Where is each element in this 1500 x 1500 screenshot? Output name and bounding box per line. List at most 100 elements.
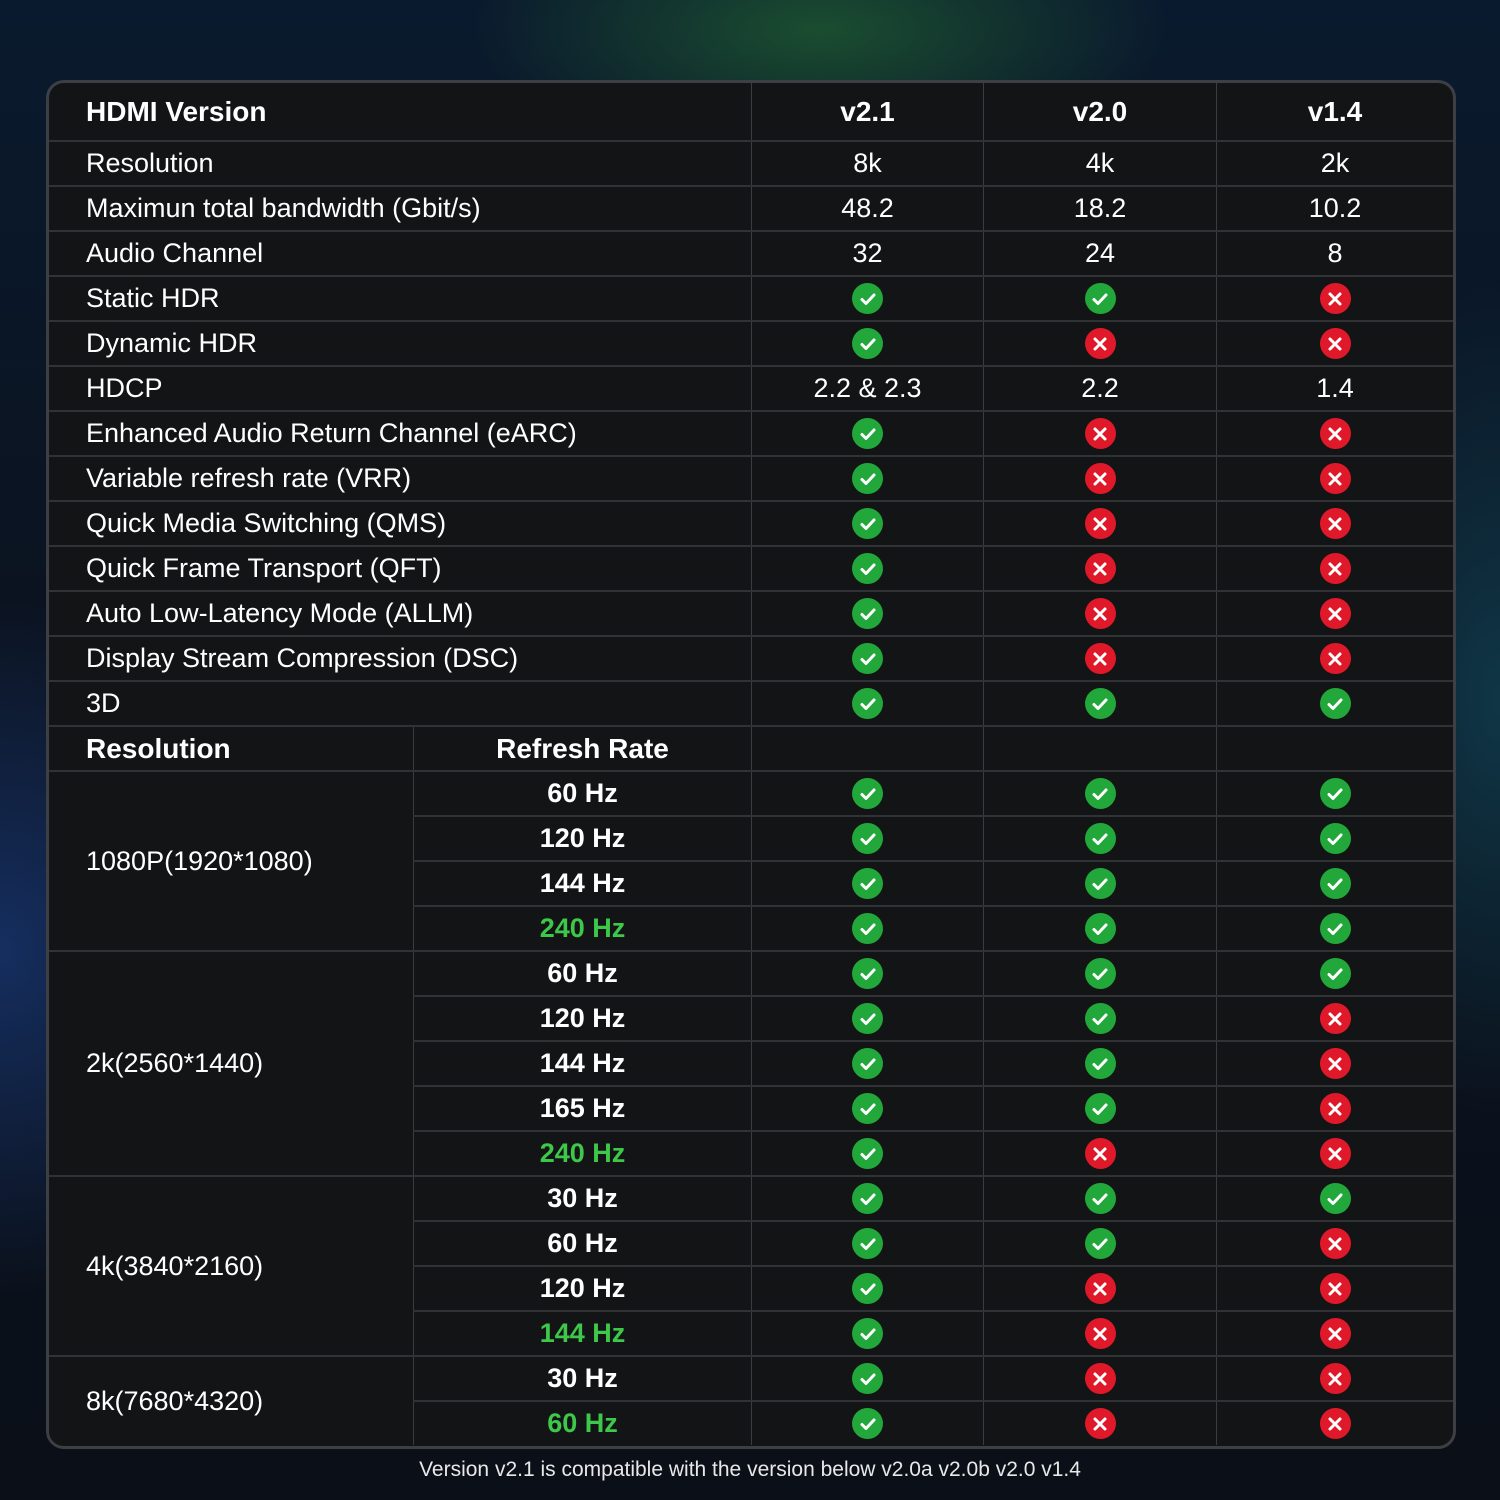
check-icon (852, 1228, 883, 1259)
cross-icon (1319, 463, 1351, 494)
cross-icon (1319, 1048, 1351, 1079)
check-icon (1319, 958, 1351, 989)
cross-icon (1084, 508, 1116, 539)
check-icon (852, 1003, 883, 1034)
value-cell (1216, 592, 1453, 635)
feature-row: Display Stream Compression (DSC) (49, 635, 1453, 680)
feature-label: Enhanced Audio Return Channel (eARC) (86, 418, 577, 448)
refresh-row: 240 Hz (49, 1130, 1453, 1175)
value-cell (983, 502, 1216, 545)
check-icon (852, 778, 883, 809)
value-cell (751, 682, 983, 725)
value-cell (1216, 817, 1453, 860)
value-cell (1216, 1312, 1453, 1355)
value-cell (1216, 277, 1453, 320)
value-cell (751, 1357, 983, 1400)
check-icon (1319, 823, 1351, 854)
value-cell (751, 772, 983, 815)
feature-label: Quick Media Switching (QMS) (86, 508, 447, 538)
cross-icon (1084, 1363, 1116, 1394)
check-icon (1084, 913, 1116, 944)
refresh-rate: 60 Hz (413, 1222, 751, 1265)
value-cell (751, 322, 983, 365)
check-icon (852, 598, 883, 629)
cross-icon (1319, 1318, 1351, 1349)
resolution-header: Resolution (86, 732, 231, 764)
refresh-row: 60 Hz (49, 1400, 1453, 1445)
value-cell (751, 1267, 983, 1310)
value-cell (751, 637, 983, 680)
value-text: 8k (853, 148, 882, 178)
feature-row: 3D (49, 680, 1453, 725)
refresh-rate: 240 Hz (413, 1132, 751, 1175)
value-cell (1216, 412, 1453, 455)
cross-icon (1319, 598, 1351, 629)
value-cell: 8k (751, 142, 983, 185)
check-icon (852, 1408, 883, 1439)
value-text: 10.2 (1308, 193, 1362, 223)
value-cell (1216, 997, 1453, 1040)
value-cell: 32 (751, 232, 983, 275)
header-label: HDMI Version (86, 95, 267, 127)
value-cell (1216, 1132, 1453, 1175)
check-icon (852, 1093, 883, 1124)
value-cell (983, 1312, 1216, 1355)
resolution-label: 4k(3840*2160) (49, 1175, 413, 1355)
value-cell (751, 457, 983, 500)
value-cell (751, 952, 983, 995)
check-icon (1084, 1228, 1116, 1259)
value-cell: 2.2 & 2.3 (751, 367, 983, 410)
value-cell (983, 1042, 1216, 1085)
value-cell: 8 (1216, 232, 1453, 275)
value-cell (983, 817, 1216, 860)
check-icon (852, 1048, 883, 1079)
check-icon (1319, 913, 1351, 944)
feature-row: Variable refresh rate (VRR) (49, 455, 1453, 500)
value-cell (751, 1402, 983, 1445)
value-cell (1216, 682, 1453, 725)
value-cell (751, 997, 983, 1040)
value-cell (1216, 1087, 1453, 1130)
value-cell (983, 637, 1216, 680)
value-cell (983, 682, 1216, 725)
cross-icon (1084, 418, 1116, 449)
value-cell (1216, 1402, 1453, 1445)
value-cell (751, 817, 983, 860)
refresh-rate: 120 Hz (413, 817, 751, 860)
value-text: 2.2 & 2.3 (813, 373, 922, 403)
refresh-rate: 144 Hz (413, 862, 751, 905)
check-icon (852, 283, 883, 314)
value-text: 48.2 (841, 193, 894, 223)
value-cell (983, 772, 1216, 815)
feature-row: Dynamic HDR (49, 320, 1453, 365)
check-icon (1319, 778, 1351, 809)
feature-row: Auto Low-Latency Mode (ALLM) (49, 590, 1453, 635)
feature-row: Maximun total bandwidth (Gbit/s) 48.2 18.2… (49, 185, 1453, 230)
check-icon (852, 688, 883, 719)
feature-row: Resolution 8k 4k 2k (49, 140, 1453, 185)
feature-label: Dynamic HDR (86, 328, 258, 358)
refresh-row: 60 Hz (49, 1220, 1453, 1265)
check-icon (852, 868, 883, 899)
check-icon (1319, 868, 1351, 899)
value-text: 4k (1085, 148, 1115, 178)
value-cell (983, 1222, 1216, 1265)
value-text: 8 (1327, 238, 1343, 268)
refresh-row: 30 Hz (49, 1355, 1453, 1400)
cross-icon (1319, 1273, 1351, 1304)
value-text: 2.2 (1081, 373, 1119, 403)
cross-icon (1319, 1228, 1351, 1259)
value-text: 1.4 (1316, 373, 1354, 403)
cross-icon (1084, 328, 1116, 359)
value-cell (983, 1357, 1216, 1400)
cross-icon (1319, 508, 1351, 539)
value-cell (983, 322, 1216, 365)
resolution-label: 1080P(1920*1080) (49, 770, 413, 950)
value-cell: 2k (1216, 142, 1453, 185)
cross-icon (1084, 1318, 1116, 1349)
refresh-row: 120 Hz (49, 995, 1453, 1040)
refresh-row: 120 Hz (49, 815, 1453, 860)
cross-icon (1319, 283, 1351, 314)
refresh-rate: 30 Hz (413, 1357, 751, 1400)
value-cell (983, 547, 1216, 590)
